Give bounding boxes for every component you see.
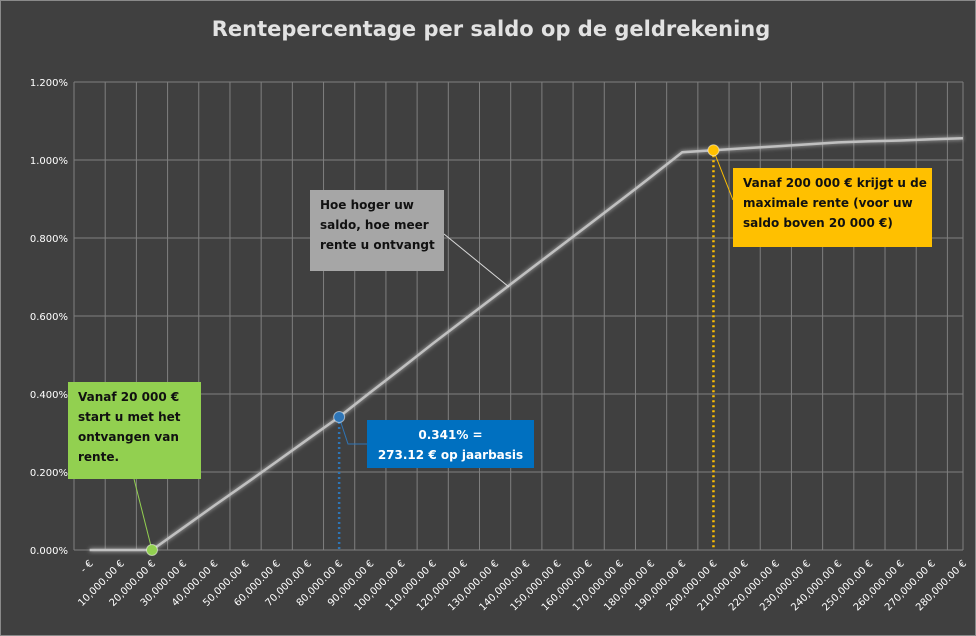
y-tick-label: 0.000%: [30, 546, 68, 557]
chart-title: Rentepercentage per saldo op de geldreke…: [212, 17, 771, 41]
data-point-marker: [707, 144, 720, 157]
annotation-line: Hoe hoger uw: [320, 198, 414, 212]
annotation-line: Vanaf 200 000 € krijgt u de: [743, 176, 927, 190]
callout-leader: [133, 478, 153, 551]
data-point-marker: [333, 411, 346, 424]
annotation-line: 0.341% =: [418, 428, 482, 442]
y-axis-ticks: 0.000% 0.200% 0.400% 0.600% 0.800% 1.000% 1.20…: [30, 78, 68, 557]
callout-leader: [338, 416, 367, 445]
x-tick-label: - €: [79, 558, 96, 575]
annotation-line: saldo, hoe meer: [320, 218, 429, 232]
callout-box: [733, 168, 932, 247]
callout-leader: [443, 233, 510, 288]
callout-box: [310, 190, 444, 271]
callout-box: [68, 382, 201, 479]
annotation-line: maximale rente (voor uw: [743, 196, 913, 210]
y-tick-label: 0.200%: [30, 468, 68, 479]
annotation-line: saldo boven 20 000 €): [743, 216, 893, 230]
x-axis-ticks: - €10,000.00 €20,000.00 €30,000.00 €40,0…: [76, 558, 969, 613]
markers: [145, 144, 720, 556]
y-tick-label: 1.000%: [30, 156, 68, 167]
annotation-line: rente u ontvangt: [320, 238, 435, 252]
annotation-line: ontvangen van: [78, 430, 179, 444]
y-tick-label: 0.800%: [30, 234, 68, 245]
series-line: [89, 136, 964, 552]
grid-lines: [73, 81, 964, 551]
guide-lines: [337, 150, 715, 550]
y-tick-label: 0.400%: [30, 390, 68, 401]
callout-box: [367, 420, 534, 468]
data-point-marker: [145, 544, 158, 556]
annotation-line: start u met het: [78, 410, 181, 424]
y-tick-label: 0.600%: [30, 312, 68, 323]
annotation-line: Vanaf 20 000 €: [78, 390, 179, 404]
callout-leader: [712, 150, 734, 201]
callouts: Vanaf 20 000 € start u met het ontvangen v…: [68, 150, 932, 551]
annotation-line: rente.: [78, 450, 119, 464]
annotation-line: 273.12 € op jaarbasis: [378, 448, 523, 462]
y-tick-label: 1.200%: [30, 78, 68, 89]
series-layer: [89, 136, 964, 552]
